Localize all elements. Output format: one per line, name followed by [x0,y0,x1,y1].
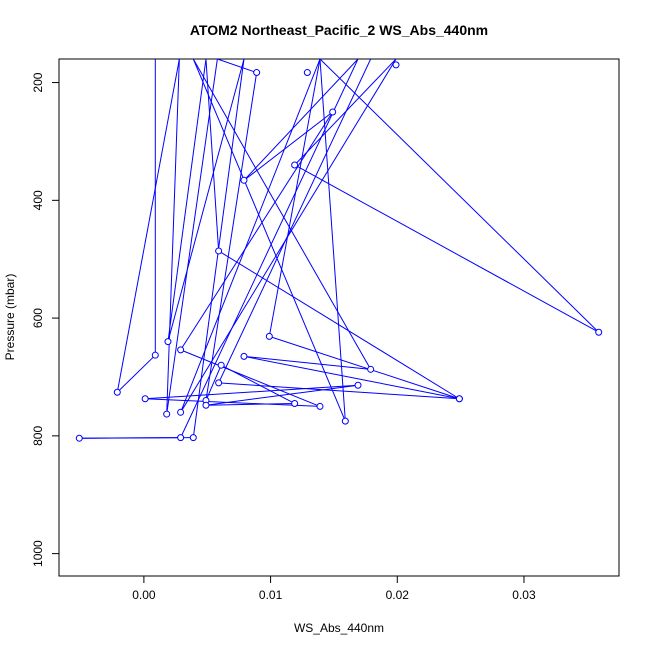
series-segment [205,402,295,406]
series-segment [268,59,321,337]
data-point [240,352,248,360]
data-point [151,351,159,359]
series-segment [269,335,460,400]
series-group [75,59,603,442]
y-tick-label: 200 [31,72,45,92]
data-point [367,365,375,373]
series-segment [217,59,257,74]
chart-title: ATOM2 Northeast_Pacific_2 WS_Abs_440nm [190,22,488,38]
series-segment [218,382,460,400]
series-segment [243,59,359,181]
series-segment [180,59,397,413]
data-point [202,401,210,409]
data-point [113,388,121,396]
data-point [141,395,149,403]
series-segment [180,111,334,351]
series-segment [243,355,371,370]
series-segment [243,355,460,400]
data-point [316,402,324,410]
series-segment [180,59,359,438]
x-tick-label: 0.02 [386,588,410,602]
series-segment [79,437,194,439]
series-segment [218,59,372,384]
data-point [253,69,261,77]
data-point [291,399,299,407]
series-segment [116,59,180,393]
x-axis-label: WS_Abs_440nm [294,621,384,635]
series-segment [319,59,600,333]
data-point [215,379,223,387]
series-segment [205,384,359,406]
series-segment [243,111,333,181]
data-point [217,361,225,369]
data-point [240,176,248,184]
y-tick-label: 600 [31,308,45,328]
series-segment [167,59,245,342]
data-point [177,346,185,354]
series-segment [180,59,321,413]
data-point [341,417,349,425]
series-segment [116,354,156,393]
x-tick-label: 0.03 [512,588,536,602]
data-point [392,61,400,69]
series-segment [145,398,321,407]
data-point [164,338,172,346]
y-tick-label: 800 [31,426,45,446]
x-axis: 0.00 0.01 0.02 0.03 [132,576,536,602]
series-segment [166,59,218,415]
data-point [455,395,463,403]
series-segment [192,59,372,370]
y-axis-label: Pressure (mbar) [3,274,17,361]
series-segment [192,59,346,422]
series-segment [166,59,180,415]
series-segment [205,59,220,251]
x-tick-label: 0.01 [259,588,283,602]
series-segment [145,384,359,400]
data-point [163,410,171,418]
plot-frame [58,58,620,577]
series-segment [319,59,346,422]
data-point [595,328,603,336]
data-point [354,381,362,389]
data-point [329,108,337,116]
data-point [291,161,299,169]
data-point [75,434,83,442]
data-point [215,247,223,255]
data-point [189,434,197,442]
series-segment [167,59,207,342]
data-point [265,332,273,340]
data-point [177,434,185,442]
y-tick-label: 400 [31,190,45,210]
series-segment [205,72,258,401]
data-point [303,69,311,77]
x-tick-label: 0.00 [132,588,156,602]
y-tick-label: 1000 [31,540,45,567]
series-segment [294,164,599,333]
data-point [177,408,185,416]
y-axis: 200 400 600 800 1000 [31,72,59,567]
